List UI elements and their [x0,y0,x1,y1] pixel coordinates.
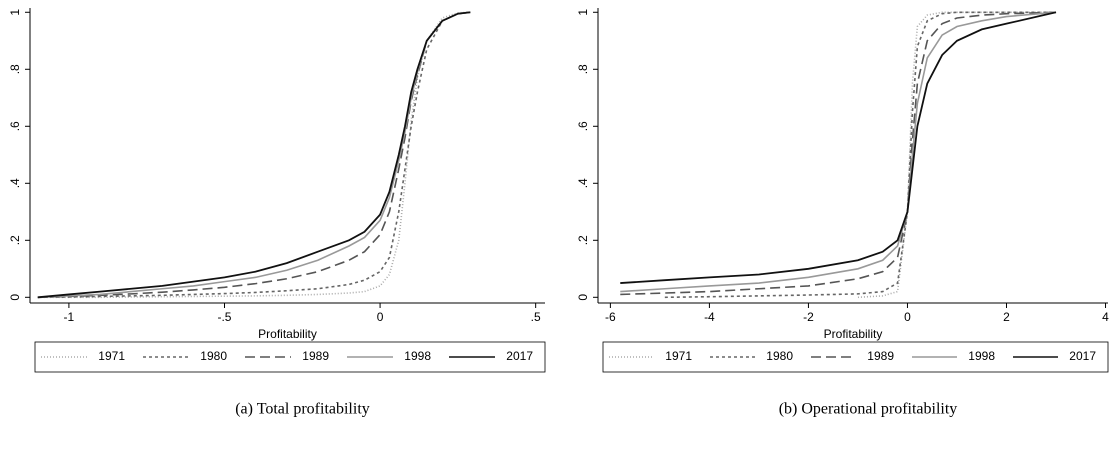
legend-label: 1998 [404,349,431,363]
legend-label: 1989 [867,349,894,363]
legend-label: 2017 [506,349,533,363]
legend-label: 1989 [302,349,329,363]
y-tick-label: .2 [576,235,590,245]
legend-label: 1971 [98,349,125,363]
legend-box [602,341,1109,373]
x-tick-label: -2 [803,310,814,324]
y-tick-label: .4 [8,178,22,188]
y-tick-label: .4 [576,178,590,188]
series-line [620,11,1057,284]
series-line [664,11,1057,299]
series-line [37,11,471,299]
x-axis-title: Profitability [824,327,883,341]
y-tick-label: 1 [8,9,22,16]
x-tick-label: -4 [704,310,715,324]
x-tick-label: -6 [605,310,616,324]
series-line [37,11,471,299]
y-tick-label: .2 [8,235,22,245]
series-line [37,11,471,299]
x-axis-title: Profitability [258,327,317,341]
series-line [37,11,471,299]
y-tick-label: .8 [8,64,22,74]
legend-label: 2017 [1069,349,1096,363]
series-line [620,11,1057,296]
y-tick-label: 0 [576,294,590,301]
y-tick-label: .6 [576,121,590,131]
legend-label: 1980 [200,349,227,363]
caption: (b) Operational profitability [779,401,958,418]
legend-label: 1980 [766,349,793,363]
y-tick-label: .6 [8,121,22,131]
series-line [620,11,1057,293]
y-tick-label: 1 [576,9,590,16]
legend-label: 1971 [665,349,692,363]
series-line [37,11,471,299]
x-tick-label: 0 [904,310,911,324]
chart: 0 .2 .4 .6 .8 1 -1 -.5 0 .5 Profitability 1971 1980 1… [8,8,546,418]
x-tick-label: 0 [377,310,384,324]
x-tick-label: -.5 [217,310,231,324]
y-tick-label: 0 [8,294,22,301]
chart: 0 .2 .4 .6 .8 1 -6 -4 -2 0 2 4 Profitability 1971 1980… [576,8,1109,418]
y-tick-label: .8 [576,64,590,74]
legend-label: 1998 [968,349,995,363]
x-tick-label: 4 [1102,310,1109,324]
x-tick-label: -1 [64,310,75,324]
legend-box [34,341,546,373]
caption: (a) Total profitability [235,401,370,418]
x-tick-label: 2 [1003,310,1010,324]
x-tick-label: .5 [531,310,541,324]
